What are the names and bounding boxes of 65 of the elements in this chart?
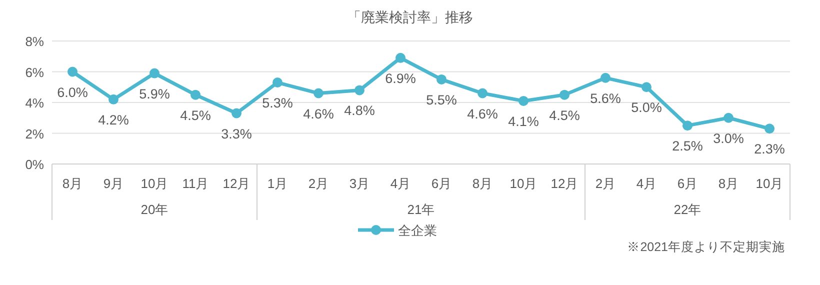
data-label: 4.5%: [180, 108, 211, 123]
point: [108, 94, 118, 104]
x-tick-label: 2月: [308, 176, 329, 191]
x-tick-label: 6月: [677, 176, 698, 191]
data-label: 4.2%: [98, 112, 129, 128]
text: 22年: [674, 202, 702, 217]
point: [150, 68, 160, 78]
data-label: 5.9%: [139, 86, 170, 102]
x-tick-label: 4月: [390, 176, 411, 191]
data-label: 6.9%: [385, 70, 416, 86]
data-label: 4.6%: [303, 106, 334, 122]
data-label: 4.5%: [549, 108, 580, 123]
y-tick-label: 6%: [25, 64, 44, 80]
x-tick-label: 12月: [550, 176, 578, 191]
x-tick-label: 8月: [718, 176, 739, 191]
point: [436, 74, 446, 84]
x-tick-label: 12月: [222, 176, 250, 191]
point: [68, 66, 78, 77]
point: [272, 78, 282, 88]
point: [560, 90, 570, 100]
data-label: 4.1%: [508, 114, 539, 129]
x-tick-label: 10月: [140, 176, 168, 191]
x-tick-label: 1月: [267, 176, 288, 191]
point: [518, 96, 528, 106]
point: [396, 52, 406, 63]
point: [682, 120, 692, 131]
data-label: 3.0%: [713, 130, 744, 146]
data-label: 6.0%: [57, 84, 88, 100]
y-tick-label: 0%: [25, 157, 44, 172]
point: [478, 88, 488, 98]
data-label: 5.3%: [262, 96, 293, 111]
data-label: 5.6%: [590, 90, 621, 106]
x-tick-label: 8月: [62, 176, 83, 191]
point: [314, 88, 324, 98]
x-tick-label: 9月: [103, 176, 124, 191]
chart-title: 「廃業検討率」推移: [347, 9, 473, 25]
x-tick-label: 4月: [636, 176, 657, 191]
x-tick-label: 6月: [431, 176, 452, 191]
y-tick-label: 2%: [25, 126, 44, 142]
point: [600, 72, 610, 83]
x-tick-label: 10月: [756, 176, 784, 191]
point: [764, 124, 774, 134]
legend-label: 全企業: [398, 223, 437, 238]
y-tick-label: 4%: [25, 96, 44, 110]
x-tick-label: 10月: [510, 176, 538, 191]
x-tick-label: 8月: [472, 176, 493, 191]
data-label: 2.3%: [754, 142, 785, 157]
x-tick-label: 2月: [595, 176, 616, 191]
data-label: 4.8%: [344, 103, 375, 118]
point: [232, 108, 242, 118]
data-label: 3.3%: [221, 126, 252, 142]
point: [642, 82, 652, 92]
point: [724, 112, 734, 123]
y-tick-label: 8%: [25, 34, 44, 49]
data-label: 5.0%: [631, 100, 662, 116]
x-tick-label: 11月: [182, 176, 209, 191]
text: 20年: [140, 202, 168, 217]
text: 21年: [407, 202, 435, 217]
text: ※2021年度より不定期実施: [627, 239, 785, 254]
data-label: 4.6%: [467, 106, 498, 122]
data-label: 5.5%: [426, 92, 457, 108]
point: [190, 90, 200, 100]
point: [354, 85, 364, 96]
x-tick-label: 3月: [349, 176, 370, 191]
data-label: 2.5%: [672, 138, 703, 154]
